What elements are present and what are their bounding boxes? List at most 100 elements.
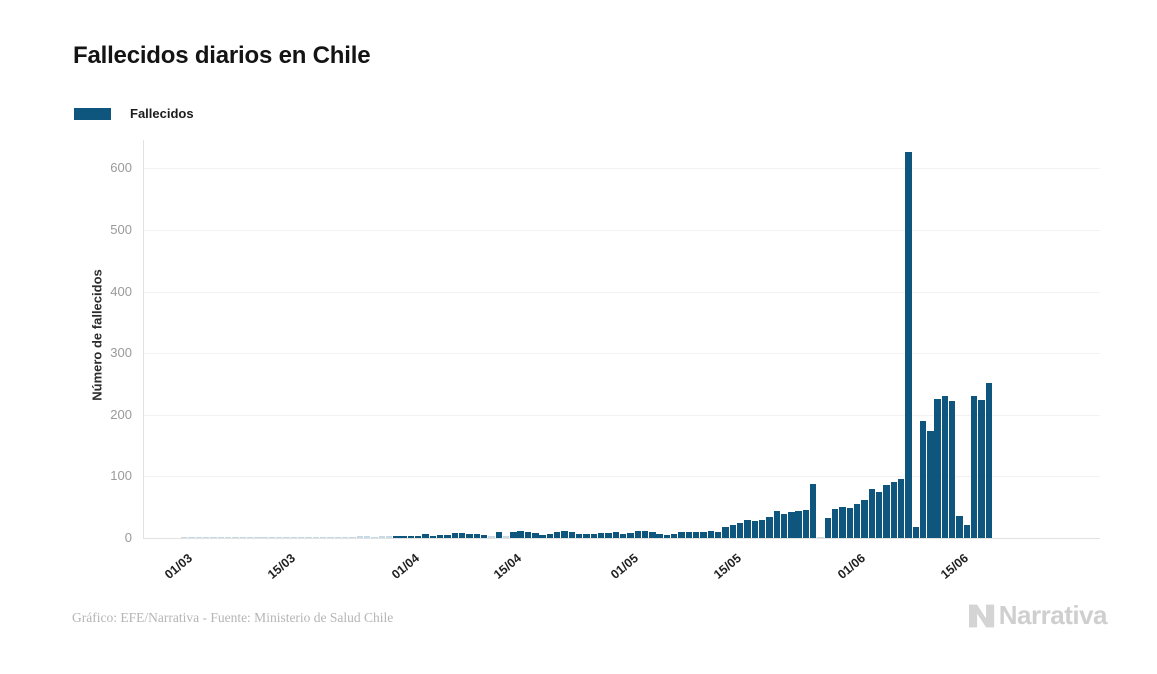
bar-07/05 xyxy=(671,533,678,538)
grid-line-500 xyxy=(143,230,1100,231)
bar-14/06 xyxy=(949,401,956,538)
bar-09/03 xyxy=(239,536,246,538)
y-tick-label-200: 200 xyxy=(110,406,132,422)
bar-18/05 xyxy=(751,521,758,538)
bar-22/04 xyxy=(561,531,568,538)
bar-11/05 xyxy=(700,531,707,538)
bar-03/04 xyxy=(422,534,429,538)
bar-23/04 xyxy=(568,531,576,538)
bar-13/06 xyxy=(941,395,949,538)
bar-25/04 xyxy=(583,534,590,538)
bar-06/03 xyxy=(217,536,224,538)
bar-04/05 xyxy=(649,532,656,538)
bar-20/03 xyxy=(319,536,327,538)
bar-18/03 xyxy=(305,536,312,538)
bar-25/03 xyxy=(356,535,363,538)
bar-04/06 xyxy=(875,492,883,538)
bar-10/03 xyxy=(246,536,254,538)
grid-line-100 xyxy=(143,476,1100,478)
bar-23/03 xyxy=(341,536,349,538)
bar-17/04 xyxy=(524,532,532,538)
bar-15/05 xyxy=(729,525,737,538)
x-tick-label-01-05: 01/05 xyxy=(608,551,642,582)
bar-11/06 xyxy=(927,431,934,538)
bar-27/04 xyxy=(597,533,605,538)
grid-line-600 xyxy=(143,168,1100,170)
bar-19/03 xyxy=(312,536,320,538)
legend: Fallecidos xyxy=(74,106,194,121)
bar-07/06 xyxy=(897,479,905,538)
bar-02/03 xyxy=(188,536,195,538)
bar-18/06 xyxy=(978,400,985,538)
bar-05/05 xyxy=(656,534,663,538)
bar-05/03 xyxy=(210,536,217,538)
bar-19/04 xyxy=(539,534,546,538)
bar-17/03 xyxy=(298,536,305,538)
bar-27/05 xyxy=(817,536,824,538)
y-tick-label-500: 500 xyxy=(110,222,132,237)
bar-15/03 xyxy=(283,536,290,538)
bar-24/03 xyxy=(349,536,356,538)
bar-13/05 xyxy=(714,531,722,538)
bar-01/06 xyxy=(853,504,861,538)
y-tick-label-300: 300 xyxy=(110,345,132,361)
y-tick-label-0: 0 xyxy=(124,530,132,545)
bar-10/06 xyxy=(919,420,927,538)
y-axis-line xyxy=(143,140,144,538)
bar-16/05 xyxy=(736,522,744,538)
bar-12/05 xyxy=(707,531,715,538)
bar-24/05 xyxy=(795,510,802,538)
bar-01/03 xyxy=(181,536,188,538)
bar-19/05 xyxy=(758,519,766,538)
legend-swatch xyxy=(74,107,111,120)
bar-10/04 xyxy=(473,533,480,538)
bar-21/04 xyxy=(554,532,561,538)
bar-13/04 xyxy=(495,532,502,538)
bar-01/05 xyxy=(627,533,634,538)
page-title: Fallecidos diarios en Chile xyxy=(73,42,371,69)
bar-08/06 xyxy=(905,151,912,538)
x-tick-label-15-03: 15/03 xyxy=(264,551,298,582)
bar-31/05 xyxy=(846,508,854,538)
bar-19/06 xyxy=(985,383,993,538)
y-tick-label-600: 600 xyxy=(110,160,132,176)
bar-28/04 xyxy=(605,533,612,538)
bar-16/06 xyxy=(963,525,971,538)
bar-30/05 xyxy=(839,506,846,538)
narrativa-logo-text: Narrativa xyxy=(998,600,1108,630)
bar-07/03 xyxy=(224,536,232,538)
bar-20/04 xyxy=(546,534,554,538)
bar-09/05 xyxy=(685,531,693,538)
bar-16/04 xyxy=(517,531,524,538)
bar-30/03 xyxy=(393,535,400,538)
bar-24/04 xyxy=(576,533,583,538)
bar-29/05 xyxy=(832,509,839,538)
bar-27/03 xyxy=(371,536,378,538)
bar-02/06 xyxy=(861,499,868,538)
grid-line-400 xyxy=(143,291,1100,293)
bar-31/03 xyxy=(400,536,407,538)
bar-21/05 xyxy=(773,510,780,538)
bar-08/04 xyxy=(458,533,466,538)
bar-09/06 xyxy=(912,526,919,538)
bar-01/04 xyxy=(407,535,415,538)
bar-15/04 xyxy=(510,532,517,538)
bar-02/05 xyxy=(634,531,641,538)
bar-03/03 xyxy=(195,536,203,538)
bar-08/03 xyxy=(232,536,239,538)
bar-02/04 xyxy=(415,535,422,538)
bar-28/05 xyxy=(824,518,832,538)
bar-10/05 xyxy=(693,531,700,538)
bar-17/06 xyxy=(971,396,978,538)
x-tick-label-01-04: 01/04 xyxy=(388,551,422,582)
narrativa-logo-icon xyxy=(968,604,994,627)
x-tick-label-15-04: 15/04 xyxy=(491,551,525,582)
x-tick-label-15-06: 15/06 xyxy=(937,551,971,582)
bar-03/05 xyxy=(641,531,649,538)
bar-26/03 xyxy=(363,535,371,538)
x-tick-label-01-03: 01/03 xyxy=(162,551,196,582)
bar-29/03 xyxy=(385,535,393,538)
bar-11/03 xyxy=(254,536,261,538)
bar-22/03 xyxy=(334,536,341,538)
